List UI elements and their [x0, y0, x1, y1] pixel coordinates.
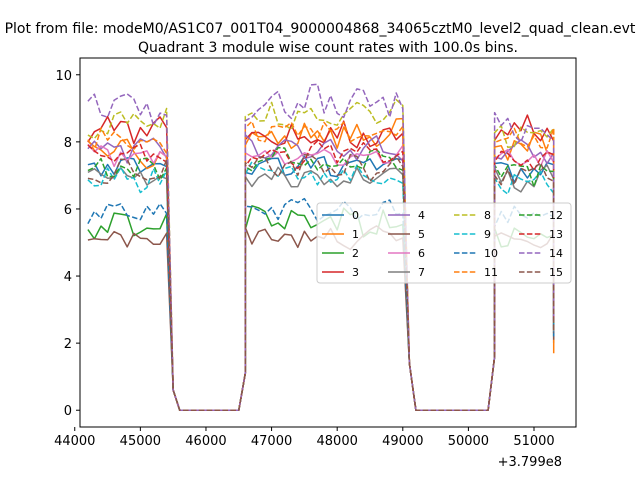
legend-label-13: 13	[549, 228, 563, 241]
series-line-14	[87, 83, 555, 411]
legend-label-2: 2	[352, 247, 359, 260]
chart-title: Quadrant 3 module wise count rates with …	[138, 40, 518, 56]
legend-label-5: 5	[418, 228, 425, 241]
legend-label-1: 1	[352, 228, 359, 241]
y-tick-label: 10	[55, 69, 72, 84]
legend-label-8: 8	[484, 209, 491, 222]
legend-box	[316, 202, 572, 284]
y-tick-label: 4	[64, 270, 72, 285]
series-line-12	[87, 146, 555, 411]
y-tick-label: 2	[64, 337, 72, 352]
x-tick-label: 50000	[448, 434, 489, 449]
series-line-11	[87, 120, 555, 411]
x-tick-label: 46000	[185, 434, 226, 449]
legend-label-7: 7	[418, 266, 425, 279]
series-line-0	[87, 155, 555, 411]
legend-label-6: 6	[418, 247, 425, 260]
plot-frame	[79, 57, 577, 428]
series-line-3	[87, 114, 555, 411]
series-line-7	[87, 164, 555, 411]
x-tick-label: 44000	[54, 434, 95, 449]
legend-label-12: 12	[549, 209, 563, 222]
y-axis: 0 2 4 6 8 10	[55, 69, 80, 419]
x-axis-offset-text: +3.799e8	[498, 455, 562, 470]
legend-label-10: 10	[484, 247, 498, 260]
x-tick-label: 47000	[251, 434, 292, 449]
legend-label-0: 0	[352, 209, 359, 222]
legend-label-4: 4	[418, 209, 425, 222]
series-line-15	[87, 153, 555, 411]
legend-label-11: 11	[484, 266, 498, 279]
legend-label-9: 9	[484, 228, 491, 241]
y-tick-label: 0	[64, 404, 72, 419]
legend-label-15: 15	[549, 266, 563, 279]
y-tick-label: 6	[64, 203, 72, 218]
x-tick-label: 45000	[120, 434, 161, 449]
legend-label-3: 3	[352, 266, 359, 279]
x-axis: 44000 45000 46000 47000 48000 49000 50000 51000	[54, 427, 555, 449]
x-tick-label: 49000	[382, 434, 423, 449]
series-line-1	[87, 117, 555, 411]
y-tick-label: 8	[64, 136, 72, 151]
figure-suptitle: Plot from file: modeM0/AS1C07_001T04_900…	[5, 21, 636, 37]
x-tick-label: 48000	[317, 434, 358, 449]
x-tick-label: 51000	[513, 434, 554, 449]
legend-label-14: 14	[549, 247, 563, 260]
series-line-8	[87, 98, 555, 411]
series-line-13	[87, 140, 555, 411]
series-line-9	[87, 161, 555, 411]
